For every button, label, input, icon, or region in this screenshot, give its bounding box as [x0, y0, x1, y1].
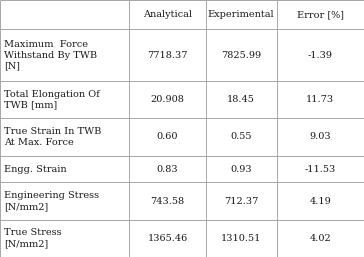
Text: 1310.51: 1310.51 [221, 234, 261, 243]
Text: 7825.99: 7825.99 [221, 51, 261, 60]
Text: 743.58: 743.58 [150, 197, 185, 206]
Text: 9.03: 9.03 [309, 132, 331, 141]
Text: 712.37: 712.37 [224, 197, 258, 206]
Text: 7718.37: 7718.37 [147, 51, 188, 60]
Text: 4.19: 4.19 [309, 197, 331, 206]
Text: Total Elongation Of
TWB [mm]: Total Elongation Of TWB [mm] [4, 90, 100, 109]
Text: Error [%]: Error [%] [297, 10, 344, 19]
Text: -1.39: -1.39 [308, 51, 333, 60]
Text: Engineering Stress
[N/mm2]: Engineering Stress [N/mm2] [4, 191, 99, 211]
Text: 4.02: 4.02 [309, 234, 331, 243]
Text: 0.93: 0.93 [230, 164, 252, 173]
Text: -11.53: -11.53 [305, 164, 336, 173]
Text: 1365.46: 1365.46 [147, 234, 187, 243]
Text: Experimental: Experimental [208, 10, 274, 19]
Text: Analytical: Analytical [143, 10, 192, 19]
Text: 0.55: 0.55 [230, 132, 252, 141]
Text: True Strain In TWB
At Max. Force: True Strain In TWB At Max. Force [4, 127, 102, 147]
Text: 20.908: 20.908 [150, 95, 185, 104]
Text: 0.83: 0.83 [157, 164, 178, 173]
Text: Maximum  Force
Withstand By TWB
[N]: Maximum Force Withstand By TWB [N] [4, 40, 98, 70]
Text: 18.45: 18.45 [227, 95, 255, 104]
Text: Engg. Strain: Engg. Strain [4, 164, 67, 173]
Text: 0.60: 0.60 [157, 132, 178, 141]
Text: True Stress
[N/mm2]: True Stress [N/mm2] [4, 228, 62, 248]
Text: 11.73: 11.73 [306, 95, 335, 104]
